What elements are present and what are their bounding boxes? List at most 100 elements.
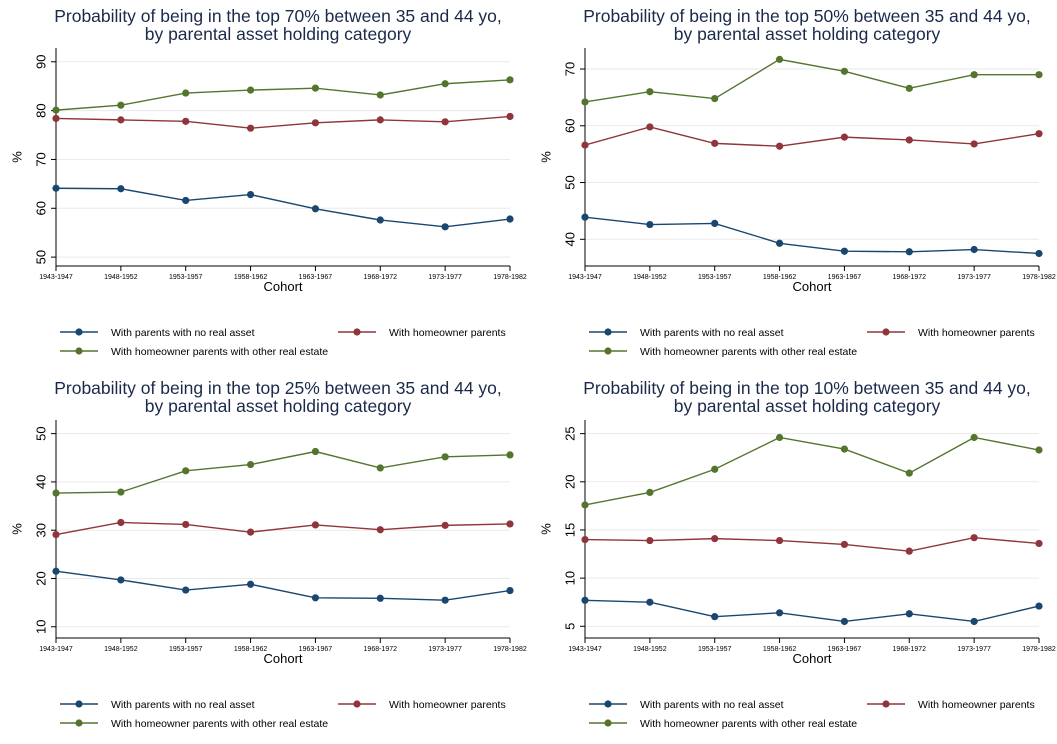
data-point	[841, 541, 848, 548]
data-point	[182, 521, 189, 528]
data-point	[906, 548, 913, 555]
data-point	[1035, 446, 1042, 453]
y-tick-label: 70	[33, 152, 48, 166]
x-tick-label: 1968-1972	[893, 274, 927, 281]
x-tick-label: 1968-1972	[893, 646, 927, 653]
y-tick-label: 10	[562, 571, 577, 585]
data-point	[442, 453, 449, 460]
y-axis-label: %	[538, 523, 553, 535]
data-point	[711, 140, 718, 147]
x-tick-label: 1968-1972	[364, 274, 398, 281]
data-point	[52, 531, 59, 538]
data-point	[312, 521, 319, 528]
data-point	[906, 136, 913, 143]
chart-top70: Probability of being in the top 70% betw…	[0, 0, 528, 372]
legend-marker	[604, 328, 611, 335]
chart-title-line: Probability of being in the top 70% betw…	[54, 6, 502, 26]
data-point	[377, 526, 384, 533]
x-axis-label: Cohort	[792, 651, 831, 666]
data-point	[117, 488, 124, 495]
legend-label: With homeowner parents with other real e…	[111, 346, 328, 358]
chart-title-line: by parental asset holding category	[145, 24, 412, 44]
chart-top70-svg: Probability of being in the top 70% betw…	[0, 0, 528, 372]
data-point	[52, 185, 59, 192]
data-point	[312, 594, 319, 601]
data-point	[377, 595, 384, 602]
x-tick-label: 1943-1947	[568, 274, 602, 281]
chart-top50: Probability of being in the top 50% betw…	[529, 0, 1057, 372]
x-tick-label: 1963-1967	[828, 646, 862, 653]
chart-top10-svg: Probability of being in the top 10% betw…	[529, 372, 1057, 744]
data-point	[506, 76, 513, 83]
x-tick-label: 1978-1982	[1022, 274, 1056, 281]
x-tick-label: 1978-1982	[1022, 646, 1056, 653]
y-tick-label: 15	[562, 523, 577, 537]
legend-marker	[75, 347, 82, 354]
data-point	[377, 116, 384, 123]
data-point	[1035, 540, 1042, 547]
data-point	[841, 134, 848, 141]
x-tick-label: 1973-1977	[957, 646, 991, 653]
data-point	[52, 107, 59, 114]
legend-label: With homeowner parents	[918, 699, 1035, 711]
x-tick-label: 1958-1962	[234, 274, 268, 281]
data-point	[581, 597, 588, 604]
y-tick-label: 20	[33, 571, 48, 585]
x-tick-label: 1958-1962	[234, 646, 268, 653]
x-tick-label: 1978-1982	[493, 274, 527, 281]
y-tick-label: 60	[562, 119, 577, 133]
legend-marker	[75, 719, 82, 726]
legend-label: With parents with no real asset	[111, 327, 255, 339]
legend-marker	[882, 700, 889, 707]
data-point	[581, 98, 588, 105]
legend-marker	[353, 328, 360, 335]
chart-title-line: by parental asset holding category	[674, 396, 941, 416]
data-point	[442, 223, 449, 230]
data-point	[971, 71, 978, 78]
x-tick-label: 1953-1957	[698, 274, 732, 281]
data-point	[506, 215, 513, 222]
data-point	[117, 102, 124, 109]
legend-marker	[75, 328, 82, 335]
data-point	[711, 535, 718, 542]
legend-marker	[353, 700, 360, 707]
x-tick-label: 1978-1982	[493, 646, 527, 653]
legend-label: With homeowner parents with other real e…	[640, 718, 857, 730]
data-point	[776, 609, 783, 616]
x-axis-label: Cohort	[792, 279, 831, 294]
data-point	[646, 221, 653, 228]
data-point	[312, 205, 319, 212]
x-tick-label: 1948-1952	[104, 274, 138, 281]
legend-label: With homeowner parents	[389, 699, 506, 711]
data-point	[711, 613, 718, 620]
legend-marker	[882, 328, 889, 335]
data-point	[971, 140, 978, 147]
data-point	[117, 185, 124, 192]
legend-label: With parents with no real asset	[640, 327, 784, 339]
y-tick-label: 50	[562, 175, 577, 189]
x-tick-label: 1953-1957	[169, 646, 203, 653]
data-point	[247, 581, 254, 588]
legend-marker	[604, 347, 611, 354]
series-line	[585, 437, 1039, 504]
legend-label: With homeowner parents with other real e…	[640, 346, 857, 358]
y-tick-label: 10	[33, 620, 48, 634]
y-tick-label: 40	[33, 475, 48, 489]
x-tick-label: 1973-1977	[428, 274, 462, 281]
data-point	[711, 95, 718, 102]
data-point	[247, 461, 254, 468]
data-point	[247, 529, 254, 536]
data-point	[971, 618, 978, 625]
data-point	[646, 88, 653, 95]
data-point	[1035, 71, 1042, 78]
data-point	[776, 537, 783, 544]
data-point	[182, 197, 189, 204]
data-point	[312, 448, 319, 455]
y-tick-label: 50	[33, 426, 48, 440]
y-tick-label: 5	[562, 623, 577, 630]
legend-marker	[604, 719, 611, 726]
data-point	[247, 86, 254, 93]
data-point	[906, 610, 913, 617]
data-point	[182, 467, 189, 474]
chart-title-line: Probability of being in the top 10% betw…	[583, 378, 1031, 398]
